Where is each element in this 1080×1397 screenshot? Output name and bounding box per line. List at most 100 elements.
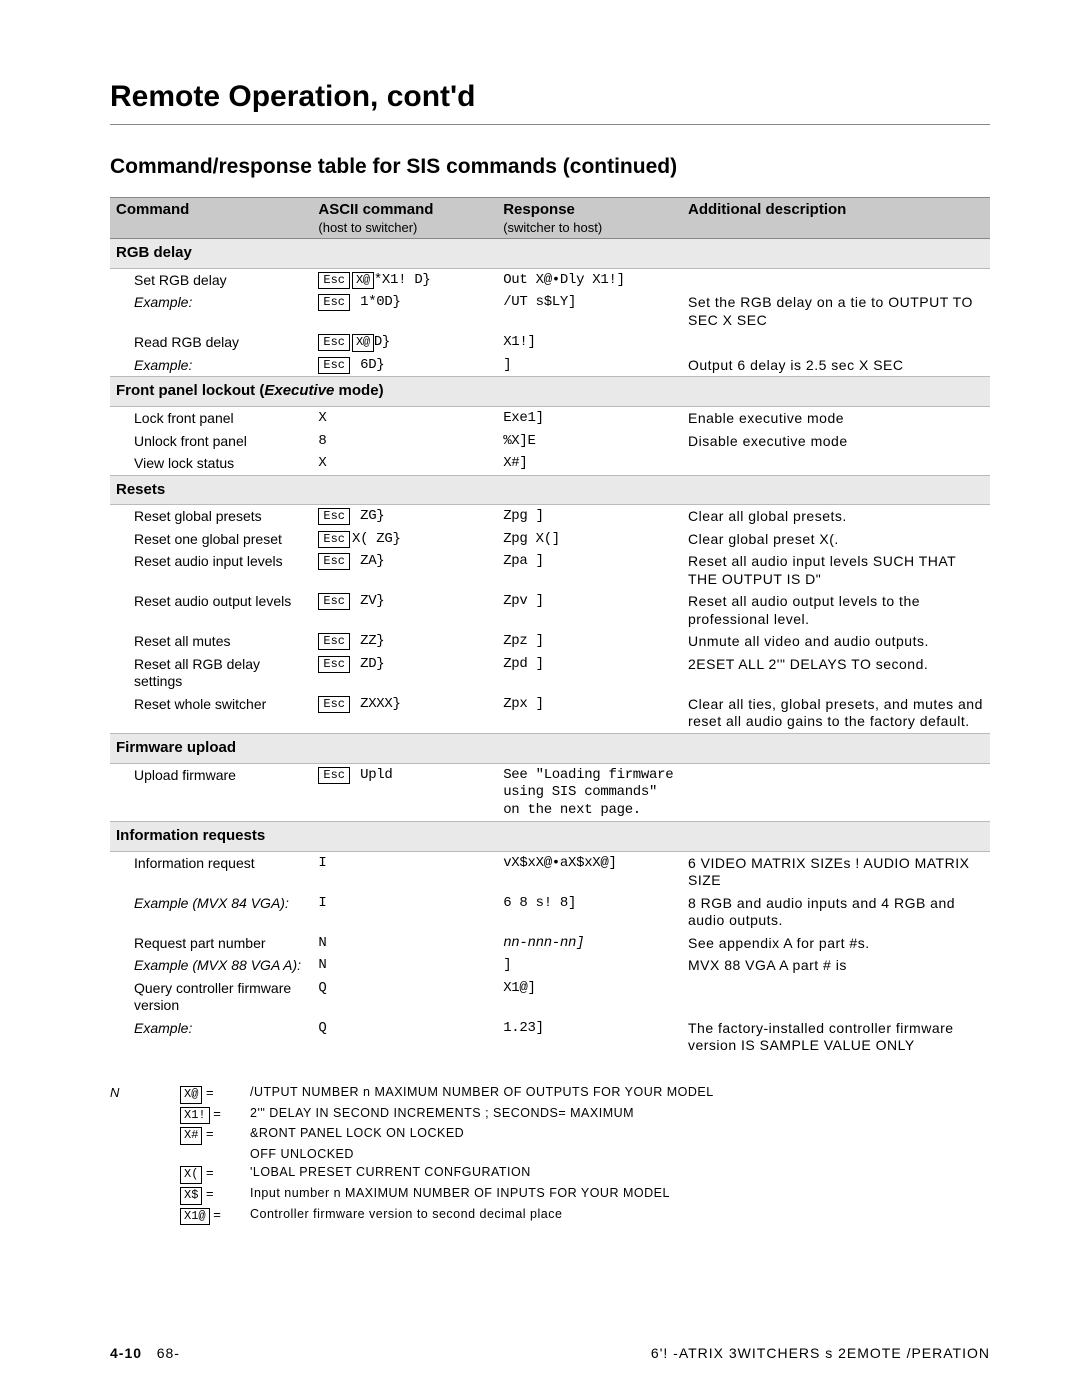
ascii-cell: Esc ZD} <box>312 653 497 693</box>
th-ascii: ASCII command (host to switcher) <box>312 198 497 239</box>
table-row: Reset audio output levelsEsc ZV}Zpv ]Res… <box>110 590 990 630</box>
ascii-cell: Q <box>312 977 497 1017</box>
cmd-cell: Unlock front panel <box>110 430 312 453</box>
cmd-cell: Reset all mutes <box>110 630 312 653</box>
ascii-cell: N <box>312 932 497 955</box>
response-cell: Out X@•Dly X1!] <box>497 268 682 291</box>
esc-key-icon: Esc <box>318 767 350 784</box>
ascii-cell: Esc ZXXX} <box>312 693 497 734</box>
table-row: Read RGB delayEscX@D}X1!] <box>110 331 990 354</box>
table-row: Upload firmwareEsc UpldSee "Loading firm… <box>110 763 990 822</box>
desc-cell <box>682 763 990 822</box>
page-footer: 4-10 68- 6'! -ATRIX 3WITCHERS s 2EMOTE /… <box>110 1345 990 1361</box>
desc-cell: Unmute all video and audio outputs. <box>682 630 990 653</box>
table-row: Reset whole switcherEsc ZXXX}Zpx ]Clear … <box>110 693 990 734</box>
cmd-cell: Query controller firmware version <box>110 977 312 1017</box>
cmd-cell: Example (MVX 88 VGA A): <box>110 954 312 977</box>
section-title: Command/response table for SIS commands … <box>110 155 990 179</box>
esc-key-icon: Esc <box>318 656 350 673</box>
response-cell: ] <box>497 954 682 977</box>
desc-cell: Reset all audio output levels to the pro… <box>682 590 990 630</box>
esc-key-icon: Esc <box>318 531 350 548</box>
response-cell: ] <box>497 354 682 377</box>
cmd-cell: Reset audio input levels <box>110 550 312 590</box>
desc-cell: Clear all global presets. <box>682 505 990 528</box>
group-header: Firmware upload <box>110 733 990 763</box>
response-cell: Zpa ] <box>497 550 682 590</box>
desc-cell: MVX 88 VGA A part # is <box>682 954 990 977</box>
table-row: Information requestIvX$xX@•aX$xX@]6 VIDE… <box>110 851 990 892</box>
cmd-cell: Lock front panel <box>110 407 312 430</box>
response-cell: X1@] <box>497 977 682 1017</box>
desc-cell <box>682 331 990 354</box>
cmd-cell: Reset global presets <box>110 505 312 528</box>
table-row: Example (MVX 88 VGA A):N]MVX 88 VGA A pa… <box>110 954 990 977</box>
cmd-cell: View lock status <box>110 452 312 475</box>
table-row: Example (MVX 84 VGA):I6 8 s! 8]8 RGB and… <box>110 892 990 932</box>
desc-cell <box>682 268 990 291</box>
ascii-cell: 8 <box>312 430 497 453</box>
ascii-cell: N <box>312 954 497 977</box>
page-title: Remote Operation, cont'd <box>110 80 990 114</box>
esc-key-icon: Esc <box>318 593 350 610</box>
ascii-cell: Esc ZV} <box>312 590 497 630</box>
table-row: Reset audio input levelsEsc ZA}Zpa ]Rese… <box>110 550 990 590</box>
desc-cell: Disable executive mode <box>682 430 990 453</box>
esc-key-icon: Esc <box>318 272 350 289</box>
legend-row: X( ='LOBAL PRESET CURRENT CONϜGURATION <box>180 1163 990 1184</box>
ascii-cell: I <box>312 892 497 932</box>
legend-row: X1! =2'" DELAY IN SECOND INCREMENTS ; SE… <box>180 1104 990 1125</box>
table-row: Query controller firmware versionQX1@] <box>110 977 990 1017</box>
esc-key-icon: Esc <box>318 357 350 374</box>
ascii-cell: Esc ZG} <box>312 505 497 528</box>
response-cell: X#] <box>497 452 682 475</box>
table-row: Request part numberNnn-nnn-nn]See append… <box>110 932 990 955</box>
group-header: Resets <box>110 475 990 505</box>
response-cell: /UT s$LY] <box>497 291 682 331</box>
footer-doc-title: 6'! -ATRIX 3WITCHERS s 2EMOTE /PERATION <box>651 1345 990 1361</box>
table-row: Unlock front panel8%X]EDisable executive… <box>110 430 990 453</box>
cmd-cell: Reset all RGB delay settings <box>110 653 312 693</box>
cmd-cell: Information request <box>110 851 312 892</box>
ascii-cell: EscX@*X1! D} <box>312 268 497 291</box>
footer-page-number: 4-10 <box>110 1345 142 1361</box>
th-command: Command <box>110 198 312 239</box>
th-response: Response (switcher to host) <box>497 198 682 239</box>
table-row: View lock statusXX#] <box>110 452 990 475</box>
response-cell: vX$xX@•aX$xX@] <box>497 851 682 892</box>
response-cell: Zpg X(] <box>497 528 682 551</box>
cmd-cell: Example: <box>110 354 312 377</box>
esc-key-icon: Esc <box>318 508 350 525</box>
response-cell: Exe1] <box>497 407 682 430</box>
table-row: Example:Esc 1*0D}/UT s$LY]Set the RGB de… <box>110 291 990 331</box>
esc-key-icon: Esc <box>318 553 350 570</box>
response-cell: See "Loading firmware using SIS commands… <box>497 763 682 822</box>
table-row: Example:Q1.23]The factory-installed cont… <box>110 1017 990 1057</box>
desc-cell: 2ESET ALL 2'" DELAYS TO second. <box>682 653 990 693</box>
group-header: Information requests <box>110 822 990 852</box>
legend-row: X$ =Input number n MAXIMUM NUMBER OF INP… <box>180 1184 990 1205</box>
ascii-cell: X <box>312 407 497 430</box>
desc-cell: Output 6 delay is 2.5 sec X SEC <box>682 354 990 377</box>
esc-key-icon: Esc <box>318 696 350 713</box>
response-cell: Zpd ] <box>497 653 682 693</box>
cmd-cell: Request part number <box>110 932 312 955</box>
response-cell: 1.23] <box>497 1017 682 1057</box>
legend: N X@ =/UTPUT NUMBER n MAXIMUM NUMBER OF … <box>110 1083 990 1225</box>
legend-note-label: N <box>110 1083 180 1225</box>
desc-cell <box>682 977 990 1017</box>
title-rule <box>110 124 990 125</box>
cmd-cell: Read RGB delay <box>110 331 312 354</box>
desc-cell: Clear all ties, global presets, and mute… <box>682 693 990 734</box>
th-desc: Additional description <box>682 198 990 239</box>
desc-cell: 6 VIDEO MATRIX SIZEs ! AUDIO MATRIX SIZE <box>682 851 990 892</box>
desc-cell: Clear global preset X(. <box>682 528 990 551</box>
legend-row: X@ =/UTPUT NUMBER n MAXIMUM NUMBER OF OU… <box>180 1083 990 1104</box>
table-row: Example:Esc 6D}]Output 6 delay is 2.5 se… <box>110 354 990 377</box>
cmd-cell: Example: <box>110 291 312 331</box>
cmd-cell: Reset one global preset <box>110 528 312 551</box>
cmd-cell: Upload firmware <box>110 763 312 822</box>
response-cell: Zpg ] <box>497 505 682 528</box>
esc-key-icon: Esc <box>318 633 350 650</box>
table-row: Set RGB delayEscX@*X1! D}Out X@•Dly X1!] <box>110 268 990 291</box>
